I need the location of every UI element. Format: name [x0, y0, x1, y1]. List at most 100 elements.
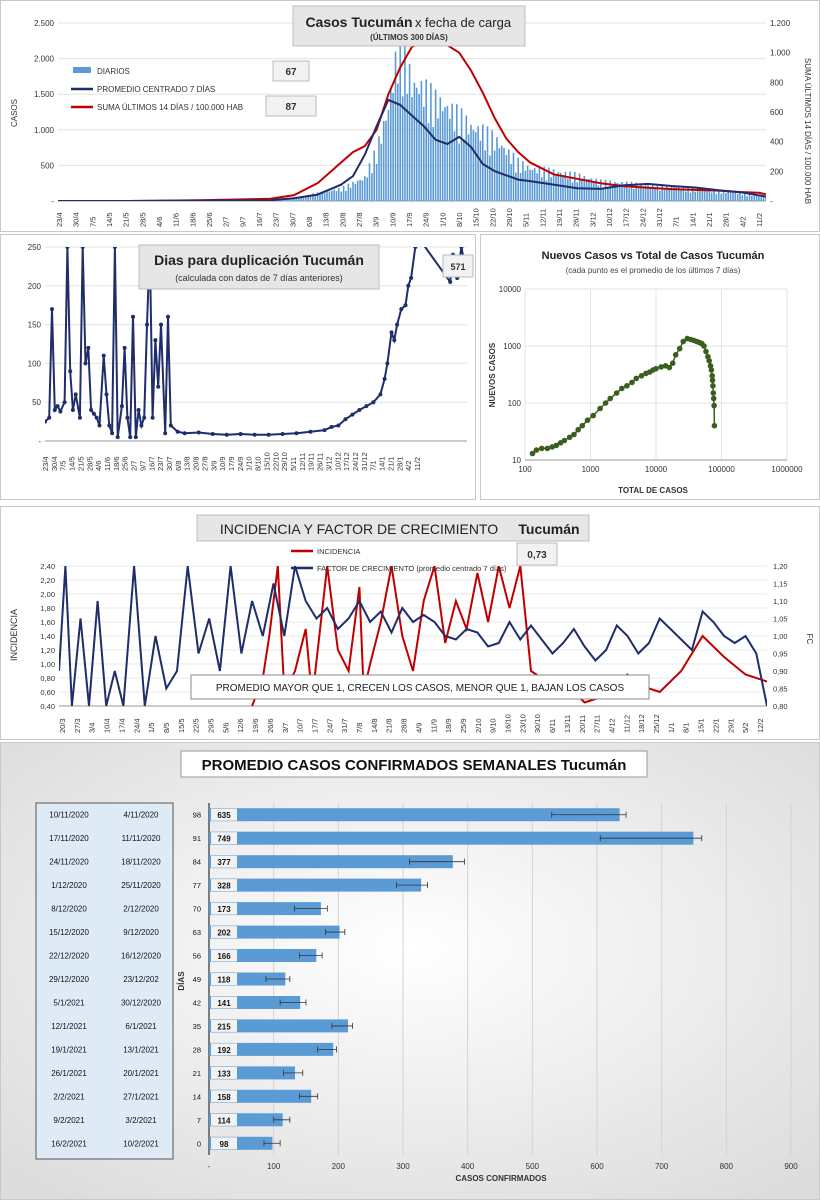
value-box	[265, 95, 317, 117]
x-tick-label: 1/5	[147, 723, 156, 733]
x-tick-label: 24/4	[132, 718, 141, 733]
daily-bar	[349, 187, 352, 201]
daily-bar	[496, 137, 498, 201]
daily-bar	[368, 163, 371, 201]
x-tick-label: 500	[526, 1162, 540, 1171]
daily-bar	[701, 189, 704, 201]
x-tick-label: 2/10	[474, 718, 483, 733]
daily-bar	[644, 185, 647, 201]
x-tick-label: 28/8	[400, 718, 409, 733]
data-point	[706, 358, 712, 364]
daily-bar	[588, 178, 590, 201]
data-label-bg	[211, 1137, 237, 1150]
title-box	[196, 514, 590, 542]
x-tick-label: 17/7	[310, 718, 319, 733]
data-point	[94, 415, 99, 420]
daily-bar	[434, 89, 437, 201]
x-tick-label: 11/2	[413, 457, 422, 471]
date-end-label: 2/2/2021	[53, 1092, 85, 1101]
x-tick-label: 3/12	[324, 456, 333, 471]
weekly-average-chart-svg: PROMEDIO CASOS CONFIRMADOS SEMANALES Tuc…	[1, 743, 819, 1199]
data-point	[676, 345, 683, 352]
x-tick-label: 900	[784, 1162, 798, 1171]
x-tick-label: 27/8	[355, 212, 364, 227]
daily-bar	[316, 192, 319, 201]
y-tick-label: -	[38, 437, 41, 446]
data-point	[709, 373, 715, 379]
daily-bar	[361, 180, 364, 201]
daily-bar	[321, 191, 324, 201]
x-tick-label: 27/8	[200, 456, 209, 471]
x-tick-label: 22/10	[488, 208, 497, 227]
daily-bar	[567, 178, 569, 201]
data-point	[459, 247, 464, 249]
legend-label: INCIDENCIA	[317, 547, 360, 556]
daily-bar	[694, 191, 696, 201]
data-point	[666, 364, 673, 371]
daily-bar	[498, 148, 501, 201]
daily-bar	[595, 178, 597, 201]
daily-bar	[755, 195, 758, 201]
daily-bar	[460, 108, 463, 201]
y2-tick-label: 1,15	[773, 580, 788, 589]
x-tick-label: 11/12	[622, 715, 631, 733]
x-tick-label: 5/2	[741, 723, 750, 733]
daily-bar	[574, 171, 576, 201]
x-tick-label: 26/6	[266, 718, 275, 733]
doubling-series	[45, 247, 467, 440]
daily-bar	[649, 187, 652, 201]
daily-bar	[722, 190, 725, 201]
data-point	[711, 422, 718, 429]
x-tick-label: 6/11	[548, 719, 557, 733]
daily-bar	[347, 183, 350, 201]
data-point	[73, 392, 78, 397]
daily-bar	[602, 188, 604, 201]
y-tick-label: 1,40	[40, 632, 55, 641]
bar	[209, 1042, 334, 1056]
daily-bar	[387, 110, 390, 201]
x-tick-label: 10/12	[333, 452, 342, 471]
daily-bar	[642, 186, 645, 201]
x-tick-label: 16/7	[255, 212, 264, 227]
x-tick-label: 28/5	[138, 212, 147, 227]
x-tick-label: 15/1	[697, 718, 706, 733]
daily-bar	[493, 150, 496, 201]
daily-bar	[479, 140, 482, 201]
data-point	[672, 352, 679, 358]
days-label: 49	[193, 975, 201, 984]
y2-tick-label: 800	[770, 78, 784, 87]
new-vs-total-chart-svg: 100 1000 10000 100000 100000010100100010000N…	[488, 250, 803, 495]
y-tick-label: 0,60	[40, 688, 55, 697]
data-point	[389, 330, 394, 335]
note-box	[190, 674, 650, 700]
daily-bar	[524, 170, 527, 201]
daily-bar	[635, 182, 637, 201]
data-point	[709, 377, 716, 384]
y-tick-label: 100	[508, 399, 522, 408]
daily-bar	[415, 87, 418, 201]
x-tick-label: 13/11	[563, 715, 572, 733]
days-label: 98	[193, 811, 201, 820]
days-label: 63	[193, 928, 201, 937]
data-point	[224, 432, 229, 437]
x-tick-label: 10000	[645, 465, 668, 474]
x-tick-label: 10/9	[388, 212, 397, 227]
x-tick-label: 15/10	[262, 452, 271, 471]
daily-bar	[392, 92, 394, 201]
legend-label: DIARIOS	[97, 67, 130, 76]
daily-bar	[616, 183, 619, 201]
x-tick-label: 22/10	[271, 452, 280, 471]
daily-bar	[467, 134, 470, 201]
chart-title: Nuevos Casos vs Total de Casos Tucumán	[542, 250, 765, 262]
daily-bar	[531, 169, 534, 201]
daily-bar	[345, 191, 347, 201]
x-tick-label: 5/11	[289, 457, 298, 471]
x-tick-label: 23/4	[55, 212, 64, 227]
x-tick-label: 5/11	[522, 213, 531, 227]
x-tick-label: 400	[461, 1162, 475, 1171]
data-label: 141	[217, 999, 231, 1008]
value-box-text: 87	[285, 102, 297, 113]
date-start-label: 25/11/2020	[121, 881, 161, 890]
daily-bar	[659, 190, 661, 201]
